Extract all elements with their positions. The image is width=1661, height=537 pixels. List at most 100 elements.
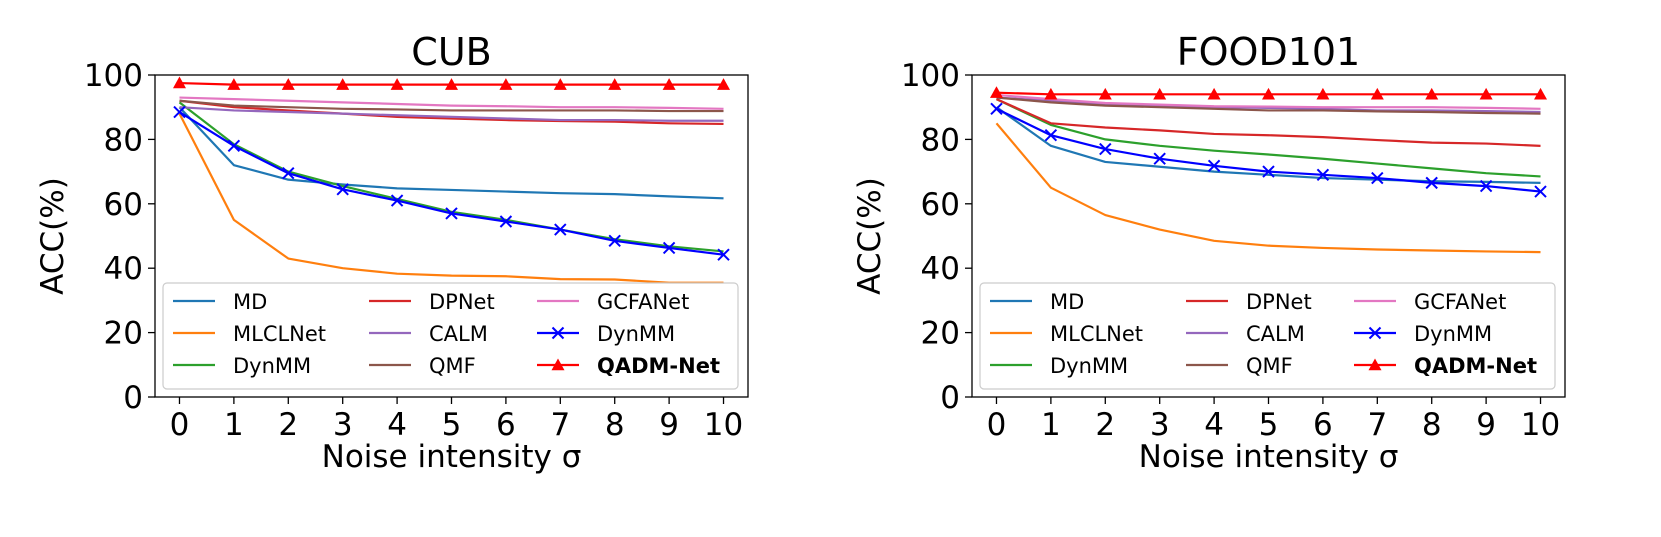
- chart-1-series-8-point-10: [717, 248, 730, 261]
- chart-1-ytick-label-20: 20: [104, 316, 143, 352]
- chart-1-legend-item-1-label: MD: [233, 290, 267, 314]
- chart-2-series-5-line: [996, 96, 1541, 114]
- chart-1-series-9-point-2: [281, 78, 295, 90]
- chart-2-xtick-label-10: 10: [1521, 407, 1560, 443]
- chart-1-series-8-point-1: [227, 139, 241, 153]
- chart-2-series-1: [995, 106, 1541, 184]
- chart-1-xtick-label-9: 9: [659, 407, 679, 443]
- chart-1-legend-item-7: GCFANet: [537, 290, 689, 314]
- chart-1-ytick-label-60: 60: [104, 187, 143, 223]
- chart-1-series-8-point-0: [173, 105, 186, 119]
- chart-1-xtick-label-6: 6: [496, 407, 516, 443]
- chart-2-legend-item-7-label: GCFANet: [1414, 290, 1506, 314]
- chart-2-xtick-label-2: 2: [1095, 407, 1115, 443]
- chart-2-series-6-line: [996, 96, 1541, 115]
- chart-1-series-8-point-4-stroke-b: [390, 194, 404, 207]
- chart-2-series-9-point-5: [1262, 87, 1275, 100]
- chart-2-legend-item-7: GCFANet: [1354, 290, 1506, 314]
- chart-2-series-1-line: [995, 106, 1541, 184]
- chart-2-legend-item-6: QMF: [1186, 354, 1293, 378]
- chart-1-series-9-point-0: [172, 76, 186, 89]
- chart-1-xtick-label-2: 2: [278, 407, 298, 443]
- chart-2-series-8-point-2: [1099, 142, 1112, 156]
- chart-2-series-8-point-5-stroke-b: [1262, 165, 1275, 178]
- chart-1-series-8-line: [178, 111, 724, 256]
- chart-2-series-8-point-7-stroke-b: [1371, 171, 1384, 185]
- chart-1-ytick-label-80: 80: [104, 122, 143, 158]
- chart-2-legend-item-2-label: MLCLNet: [1050, 322, 1143, 346]
- chart-1-series-4: [179, 99, 724, 126]
- chart-2-legend-item-2: MLCLNet: [990, 322, 1143, 346]
- chart-2-ytick-label-60: 60: [921, 187, 960, 223]
- chart-1-legend-box: [162, 282, 739, 390]
- chart-1-legend-item-8-swatch-marker-stroke-b: [551, 326, 565, 340]
- chart-2-series-8-point-6: [1316, 168, 1330, 182]
- chart-1-xtick-label-0: 0: [170, 407, 190, 443]
- chart-1-ytick-label-100: 100: [84, 58, 143, 94]
- chart-1-series-9-point-3: [336, 78, 350, 90]
- chart-2-ytick-label-20: 20: [921, 316, 960, 352]
- chart-2-series-8-point-0-stroke-b: [990, 102, 1003, 116]
- chart-2-xtick-label-8: 8: [1422, 407, 1442, 443]
- chart-1-series-8-point-2-stroke-b: [282, 167, 295, 180]
- chart-1-legend-item-4: DPNet: [369, 290, 495, 314]
- chart-2-series-3: [996, 98, 1541, 178]
- chart-2-series-9-point-9: [1479, 87, 1493, 100]
- chart-2-legend-item-4: DPNet: [1186, 290, 1312, 314]
- chart-2-series-8-point-8-stroke-b: [1425, 176, 1438, 190]
- chart-2-legend-item-9: QADM-Net: [1354, 354, 1537, 378]
- chart-2-series-8-point-10-stroke-b: [1534, 185, 1547, 198]
- chart-2-series-2-line: [995, 122, 1541, 254]
- chart-2-xtick-label-5: 5: [1259, 407, 1279, 443]
- chart-1-legend-item-3: DynMM: [173, 354, 311, 378]
- chart-2-legend-item-5-label: CALM: [1246, 322, 1305, 346]
- chart-1-series-3: [178, 101, 724, 253]
- chart-2-legend-item-8-swatch-marker: [1368, 326, 1382, 340]
- chart-2-xtick-label-7: 7: [1367, 407, 1387, 443]
- chart-1-legend-item-4-label: DPNet: [429, 290, 495, 314]
- chart-1-series-8-point-7-stroke-b: [554, 223, 567, 236]
- chart-1-legend-item-2: MLCLNet: [173, 322, 326, 346]
- chart-1-series-9-point-7: [553, 78, 567, 90]
- chart-2-ytick-label-80: 80: [921, 122, 960, 158]
- chart-1-series-8-point-10-stroke-b: [717, 248, 730, 261]
- chart-2-series-9-point-8: [1425, 87, 1439, 100]
- chart-2-series-9-point-3: [1153, 87, 1167, 100]
- chart-1-xtick-label-4: 4: [387, 407, 407, 443]
- chart-1-legend-item-6-label: QMF: [429, 354, 476, 378]
- chart-2-series-8-point-9-stroke-b: [1479, 179, 1493, 193]
- chart-2-series-8-point-10: [1534, 185, 1547, 198]
- chart-1-xtick-label-7: 7: [550, 407, 570, 443]
- chart-1-legend-item-5: CALM: [369, 322, 488, 346]
- chart-1-series-8-point-7: [554, 223, 567, 236]
- chart-2-series-4: [996, 98, 1541, 147]
- chart-1-series-8-point-9: [662, 241, 676, 255]
- chart-1-legend-item-5-label: CALM: [429, 322, 488, 346]
- chart-1-series-9-point-4: [390, 78, 404, 90]
- chart-2-xtick-label-4: 4: [1204, 407, 1224, 443]
- chart-2-xtick-label-0: 0: [987, 407, 1007, 443]
- chart-2-ytick-label-40: 40: [921, 251, 960, 287]
- chart-2-series-8-point-4: [1207, 159, 1221, 173]
- chart-2-legend: MD MLCLNet DynMM DPNet CALM QMF GCFANet DynMM QA…: [979, 282, 1556, 390]
- chart-1-series-2-line: [178, 113, 724, 284]
- chart-1-series-6: [179, 99, 724, 113]
- chart-1-series-8-point-6-stroke-b: [499, 215, 513, 228]
- chart-1-series-8-point-3: [336, 183, 349, 196]
- chart-1-legend-item-9-label: QADM-Net: [597, 354, 720, 378]
- chart-2-series-8-point-6-stroke-b: [1316, 168, 1330, 182]
- chart-1-series-8-point-8-stroke-b: [608, 234, 621, 248]
- chart-2-series-2: [995, 122, 1541, 254]
- chart-2-xtick-label-1: 1: [1041, 407, 1061, 443]
- chart-1-xlabel: Noise intensity σ: [322, 439, 582, 475]
- chart-1-legend: MD MLCLNet DynMM DPNet CALM QMF GCFANet DynMM QA…: [162, 282, 739, 390]
- chart-2-xtick-label-9: 9: [1476, 407, 1496, 443]
- chart-2-legend-item-8-swatch-marker-stroke-b: [1368, 326, 1382, 340]
- chart-1-legend-item-8-swatch-marker: [551, 326, 565, 340]
- chart-1-series-9-point-5: [445, 78, 458, 90]
- chart-1-xtick-label-8: 8: [605, 407, 625, 443]
- chart-2-series-8-point-2-stroke-b: [1099, 142, 1112, 156]
- chart-2-series-8-point-5: [1262, 165, 1275, 178]
- chart-1-series-8-point-4: [390, 194, 404, 207]
